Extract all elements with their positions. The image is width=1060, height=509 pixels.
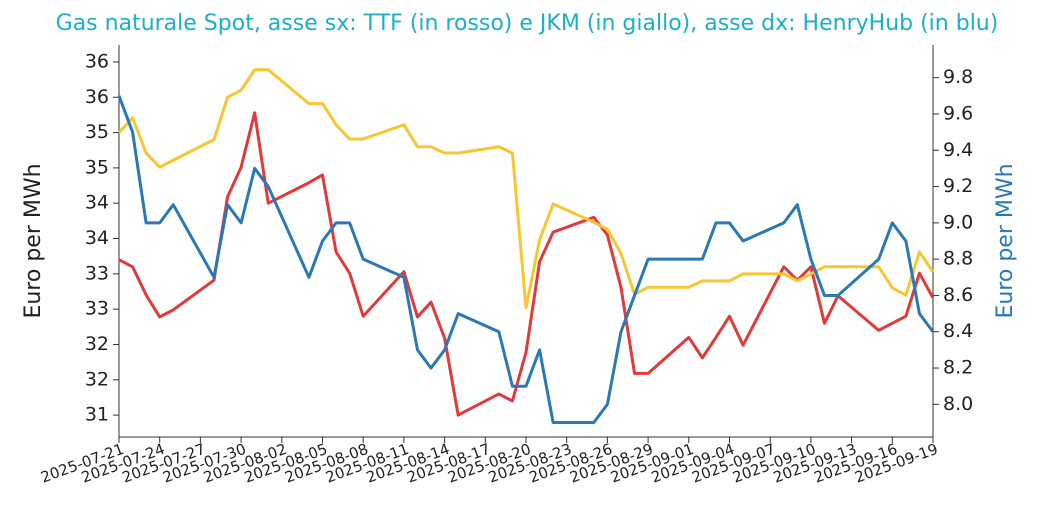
y2-axis-label: Euro per MWh [993, 163, 1018, 318]
y2-tick-label: 8.6 [943, 284, 973, 306]
y2-tick-label: 9.8 [943, 66, 973, 88]
y2-tick-label: 8.0 [943, 393, 973, 415]
y2-tick-label: 9.4 [943, 139, 973, 161]
chart-title: Gas naturale Spot, asse sx: TTF (in ross… [56, 11, 999, 36]
y2-tick-label: 8.8 [943, 248, 973, 270]
y-tick-label: 33 [85, 298, 109, 320]
y2-tick-label: 9.2 [943, 175, 973, 197]
series-line [117, 95, 935, 424]
y-tick-label: 32 [85, 368, 109, 390]
series-line [118, 111, 935, 417]
y-tick-label: 36 [85, 50, 109, 72]
y-tick-label: 34 [85, 192, 109, 214]
y-axis-label: Euro per MWh [21, 163, 46, 318]
y2-tick-label: 9.6 [943, 102, 973, 124]
y2-tick-label: 8.2 [943, 357, 973, 379]
y-tick-label: 36 [85, 86, 109, 108]
y-tick-label: 33 [85, 262, 109, 284]
y-tick-label: 35 [85, 121, 109, 143]
y2-tick-label: 8.4 [943, 320, 973, 342]
y-tick-label: 35 [85, 156, 109, 178]
series-line [117, 68, 935, 310]
y-tick-label: 32 [85, 333, 109, 355]
y-tick-label: 31 [85, 404, 109, 426]
y-tick-label: 34 [85, 227, 109, 249]
y2-tick-label: 9.0 [943, 211, 973, 233]
